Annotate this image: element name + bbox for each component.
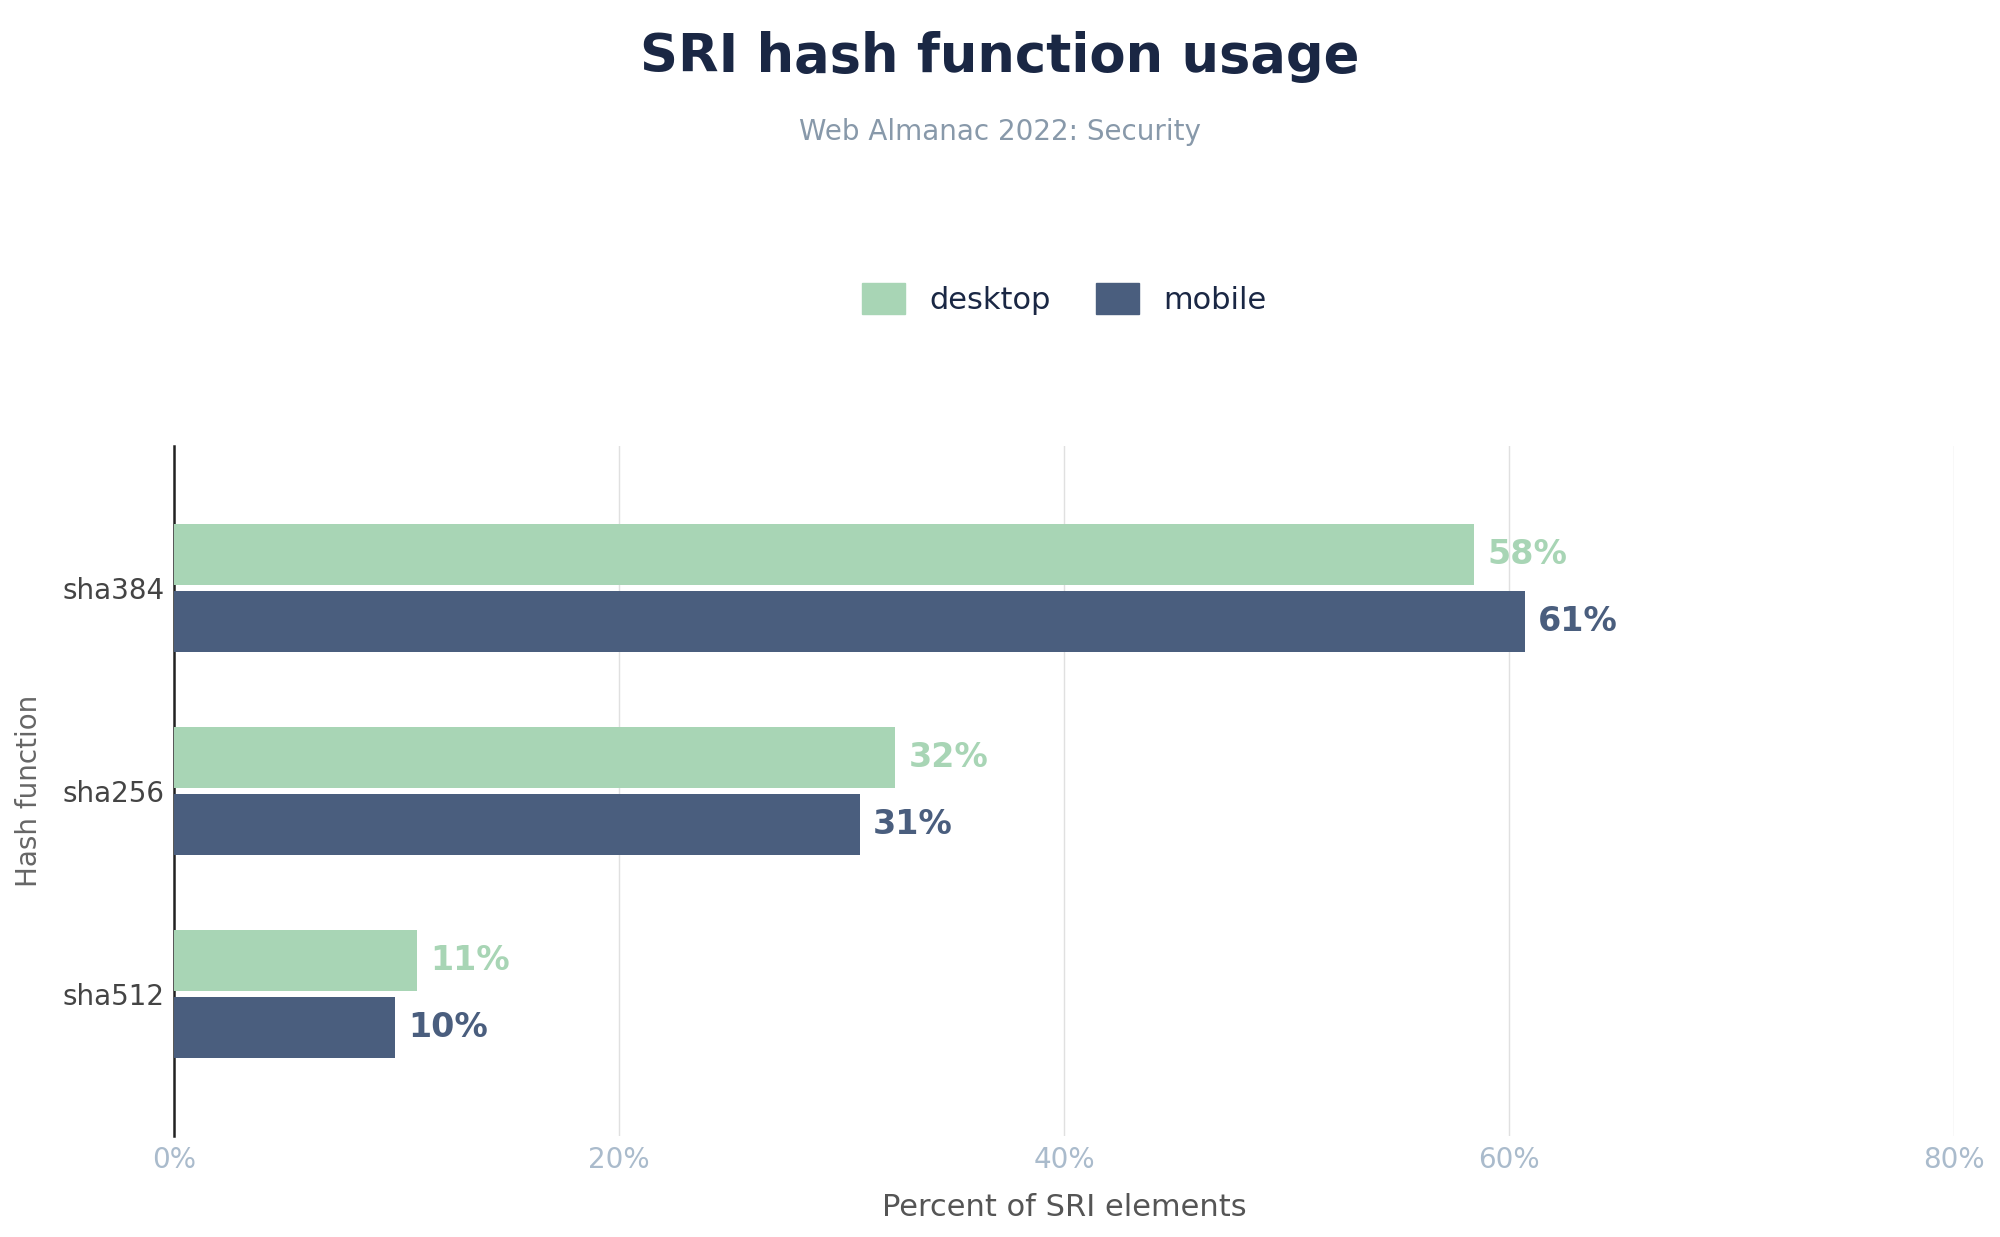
Bar <box>174 930 416 991</box>
Legend: desktop, mobile: desktop, mobile <box>846 268 1282 330</box>
Text: 58%: 58% <box>1486 538 1566 570</box>
Y-axis label: Hash function: Hash function <box>16 695 44 887</box>
Bar <box>174 997 394 1058</box>
Bar <box>174 794 860 855</box>
Bar <box>174 591 1524 652</box>
Bar <box>174 524 1474 585</box>
Text: SRI hash function usage: SRI hash function usage <box>640 31 1360 83</box>
Text: 32%: 32% <box>908 741 988 774</box>
Text: 31%: 31% <box>872 808 952 841</box>
Text: 10%: 10% <box>408 1011 488 1044</box>
Text: Web Almanac 2022: Security: Web Almanac 2022: Security <box>800 118 1200 146</box>
Text: 61%: 61% <box>1538 605 1618 638</box>
Text: 11%: 11% <box>430 944 510 977</box>
X-axis label: Percent of SRI elements: Percent of SRI elements <box>882 1192 1246 1222</box>
Bar <box>174 727 896 788</box>
